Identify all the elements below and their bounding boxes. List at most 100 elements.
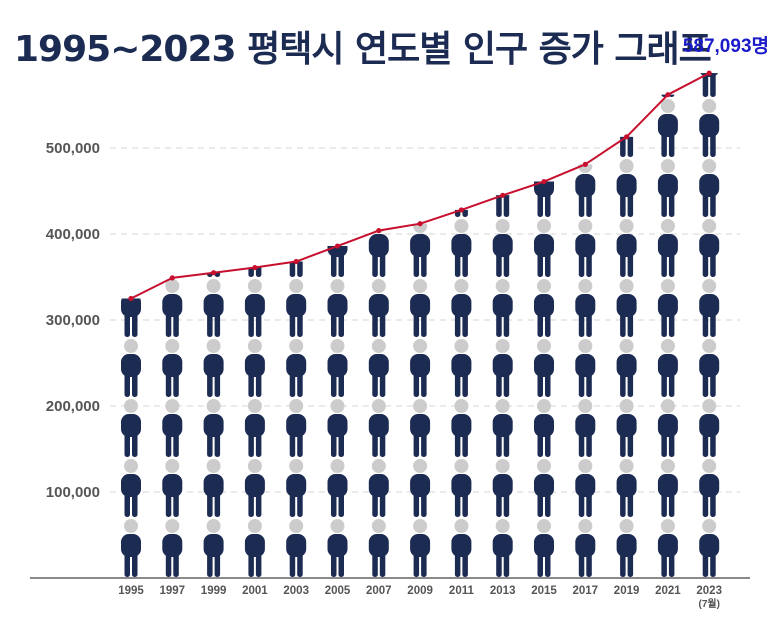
person-torso xyxy=(203,354,224,377)
person-head xyxy=(413,459,428,473)
person-head xyxy=(454,459,469,473)
person-head xyxy=(413,399,428,413)
person-torso xyxy=(327,534,348,557)
person-torso xyxy=(616,534,637,557)
person-torso xyxy=(204,234,224,257)
person-head xyxy=(165,399,180,413)
person-figure xyxy=(699,279,720,337)
person-leg xyxy=(290,193,296,217)
person-head xyxy=(289,219,303,233)
person-leg xyxy=(503,493,510,517)
person-figure xyxy=(162,279,183,337)
person-torso xyxy=(327,354,348,377)
person-head xyxy=(371,399,386,413)
person-torso xyxy=(121,174,141,197)
person-torso xyxy=(575,234,596,257)
person-torso xyxy=(534,294,554,317)
person-leg xyxy=(338,313,344,337)
person-leg xyxy=(124,433,130,457)
person-leg xyxy=(421,553,427,577)
person-torso xyxy=(492,474,513,497)
person-torso xyxy=(699,174,720,197)
person-leg xyxy=(339,193,345,217)
person-torso xyxy=(575,54,595,77)
person-head xyxy=(702,399,717,413)
person-torso xyxy=(286,474,307,497)
person-figure xyxy=(286,279,307,337)
person-leg xyxy=(537,373,543,397)
person-head xyxy=(165,459,180,473)
person-leg xyxy=(661,133,667,157)
data-point xyxy=(500,192,506,198)
person-torso xyxy=(451,234,472,257)
person-leg xyxy=(586,133,592,157)
person-leg xyxy=(165,313,172,337)
person-leg xyxy=(710,133,716,157)
person-leg xyxy=(379,433,386,457)
person-figure xyxy=(657,519,678,577)
person-figure xyxy=(534,459,554,517)
person-leg xyxy=(586,553,592,577)
person-leg xyxy=(124,313,130,337)
person-head xyxy=(371,339,386,353)
person-leg xyxy=(413,253,420,277)
person-leg xyxy=(702,373,709,397)
person-head xyxy=(660,99,675,113)
x-tick-label: 2017 xyxy=(573,585,599,597)
person-leg xyxy=(702,313,709,337)
person-head xyxy=(660,219,675,233)
person-leg xyxy=(545,133,551,157)
person-torso xyxy=(245,174,265,197)
person-leg xyxy=(289,313,296,337)
person-head xyxy=(289,279,304,293)
person-head xyxy=(496,99,510,113)
person-leg xyxy=(331,553,337,577)
person-torso xyxy=(575,114,595,137)
data-point xyxy=(458,207,464,213)
person-figure xyxy=(368,230,389,277)
person-head xyxy=(124,219,138,233)
person-leg xyxy=(132,493,138,517)
person-torso xyxy=(451,294,472,317)
latest-population-label: 587,093명 xyxy=(683,35,769,57)
person-leg xyxy=(537,553,543,577)
person-torso xyxy=(699,294,720,317)
data-point xyxy=(417,221,423,227)
person-head xyxy=(702,279,717,293)
person-leg xyxy=(620,553,626,577)
person-figure xyxy=(495,195,510,217)
person-torso xyxy=(121,354,141,377)
person-leg xyxy=(545,193,551,217)
person-leg xyxy=(586,193,592,217)
person-torso xyxy=(203,414,224,437)
person-leg xyxy=(627,493,634,517)
person-torso xyxy=(492,534,513,557)
person-leg xyxy=(331,73,337,97)
person-figure xyxy=(492,219,513,277)
person-head xyxy=(247,339,262,353)
person-torso xyxy=(121,234,141,257)
person-leg xyxy=(421,313,427,337)
person-torso xyxy=(121,54,141,77)
person-leg xyxy=(255,493,262,517)
person-torso xyxy=(493,54,513,77)
person-figure xyxy=(121,519,141,577)
person-leg xyxy=(620,193,626,217)
person-torso xyxy=(451,474,472,497)
person-head xyxy=(206,519,221,533)
x-tick-label: 1997 xyxy=(160,585,186,597)
person-leg xyxy=(545,373,551,397)
person-leg xyxy=(297,193,303,217)
pictograph-column xyxy=(162,279,183,577)
person-figure xyxy=(492,459,513,517)
person-leg xyxy=(339,73,345,97)
person-head xyxy=(537,339,551,353)
person-leg xyxy=(207,553,213,577)
person-leg xyxy=(297,313,303,337)
person-leg xyxy=(331,253,337,277)
person-leg xyxy=(255,553,262,577)
person-leg xyxy=(496,195,502,217)
x-tick-label: 2015 xyxy=(531,585,557,597)
person-leg xyxy=(214,313,221,337)
person-head xyxy=(124,399,138,413)
